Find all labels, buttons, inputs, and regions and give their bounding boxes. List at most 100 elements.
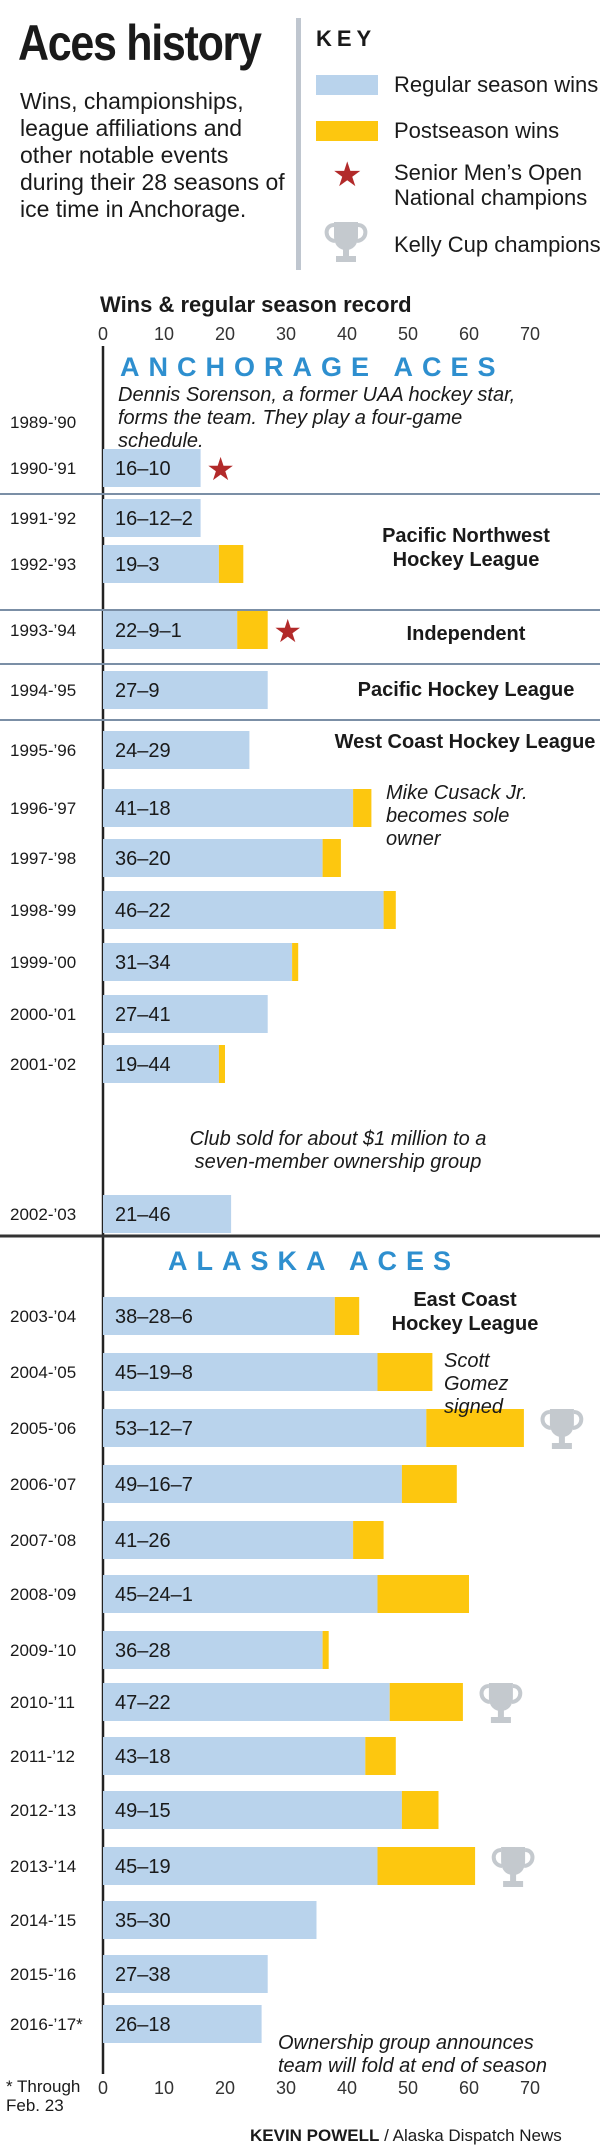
x-tick-label: 50 <box>398 324 418 344</box>
x-tick-label: 50 <box>398 2078 418 2098</box>
key-divider <box>296 18 301 270</box>
note-gomez: Scott Gomez signed <box>444 1350 509 1418</box>
trophy-base <box>551 1443 572 1449</box>
trophy-icon <box>322 220 370 269</box>
season-labels: 1989-’90 1990-’91 1991-’92 1992-’93 1993-’94… <box>10 413 83 2034</box>
regular-bar <box>103 1631 323 1669</box>
trophy-icon <box>479 1683 523 1723</box>
x-tick-label: 70 <box>520 2078 540 2098</box>
season-label: 1994-’95 <box>10 681 76 700</box>
season-label: 2013-’14 <box>10 1857 76 1876</box>
regular-bar <box>103 1353 378 1391</box>
note-sold: Club sold for about $1 million to a seve… <box>189 1128 487 1173</box>
league-pnw: Pacific Northwest Hockey League <box>382 525 550 571</box>
record-label: 24–29 <box>115 740 171 762</box>
footnote: * Through Feb. 23 <box>6 2077 81 2115</box>
x-tick-label: 60 <box>459 2078 479 2098</box>
season-label: 2015-’16 <box>10 1965 76 1984</box>
x-tick-label: 40 <box>337 2078 357 2098</box>
postseason-bar <box>292 943 299 981</box>
x-tick-label: 70 <box>520 324 540 344</box>
regular-bar <box>103 1791 402 1829</box>
season-label: 2003-’04 <box>10 1307 76 1326</box>
x-tick-label: 30 <box>276 324 296 344</box>
trophy-stem <box>497 1710 504 1717</box>
postseason-bar <box>377 1575 469 1613</box>
postseason-bar <box>426 1409 524 1447</box>
league-dividers <box>0 493 600 1238</box>
x-tick-label: 10 <box>154 324 174 344</box>
trophy-handle <box>511 1684 523 1704</box>
record-label: 35–30 <box>115 1910 171 1932</box>
regular-bar <box>103 611 238 649</box>
regular-bar <box>103 839 323 877</box>
season-label: 1999-’00 <box>10 953 76 972</box>
record-label: 36–28 <box>115 1640 171 1662</box>
regular-bar <box>103 1195 232 1233</box>
star-icon: ★ <box>273 613 302 649</box>
note-sorenson: Dennis Sorenson, a former UAA hockey sta… <box>118 384 516 452</box>
trophy-handle <box>523 1848 535 1868</box>
record-label: 47–22 <box>115 1692 171 1714</box>
regular-bar <box>103 671 268 709</box>
record-label: 43–18 <box>115 1746 171 1768</box>
x-tick-label: 20 <box>215 2078 235 2098</box>
season-label: 2010-’11 <box>10 1693 75 1712</box>
season-label: 1989-’90 <box>10 413 76 432</box>
trophy-cup <box>549 1409 574 1437</box>
league-wchl: West Coast Hockey League <box>334 731 596 753</box>
x-tick-label: 0 <box>98 324 108 344</box>
postseason-bar <box>401 1791 439 1829</box>
league-echl: East Coast Hockey League <box>391 1289 539 1335</box>
regular-bar <box>103 943 293 981</box>
regular-bar <box>103 995 268 1033</box>
season-label: 1993-’94 <box>10 621 76 640</box>
season-label: 2008-’09 <box>10 1585 76 1604</box>
postseason-bar <box>353 789 372 827</box>
x-tick-label: 60 <box>459 324 479 344</box>
regular-bar <box>103 1409 427 1447</box>
record-label: 26–18 <box>115 2014 171 2036</box>
season-label: 2006-’07 <box>10 1475 76 1494</box>
subtitle: Wins, championships, league affiliations… <box>20 88 285 222</box>
record-label: 45–24–1 <box>115 1584 193 1606</box>
era-alaska: ALASKA ACES <box>168 1246 461 1276</box>
postseason-bar <box>237 611 268 649</box>
regular-bar <box>103 1465 402 1503</box>
key-kelly-label: Kelly Cup champions <box>394 232 600 257</box>
regular-bar <box>103 789 354 827</box>
regular-bar <box>103 499 201 537</box>
note-fold: Ownership group announces team will fold… <box>278 2032 548 2077</box>
page-title: Aces history <box>18 15 262 71</box>
postseason-bar <box>334 1297 360 1335</box>
postseason-bar <box>218 1045 225 1083</box>
trophy-icon <box>491 1847 535 1887</box>
x-tick-label: 20 <box>215 324 235 344</box>
trophy-handle <box>572 1410 584 1430</box>
record-label: 16–10 <box>115 458 171 480</box>
league-independent: Independent <box>406 623 526 645</box>
x-tick-label: 10 <box>154 2078 174 2098</box>
credit-source: / Alaska Dispatch News <box>379 2126 562 2145</box>
record-label: 38–28–6 <box>115 1306 193 1328</box>
trophy-stem <box>510 1874 517 1881</box>
regular-bar <box>103 891 384 929</box>
season-label: 1998-’99 <box>10 901 76 920</box>
postseason-bar <box>383 891 396 929</box>
season-label: 2011-’12 <box>10 1747 75 1766</box>
record-label: 27–41 <box>115 1004 171 1026</box>
season-label: 2005-’06 <box>10 1419 76 1438</box>
era-anchorage: ANCHORAGE ACES <box>120 352 505 382</box>
postseason-bar <box>401 1465 457 1503</box>
season-label: 2001-’02 <box>10 1055 76 1074</box>
regular-bar <box>103 1955 268 1993</box>
season-label: 2016-’17* <box>10 2015 83 2034</box>
record-label: 45–19–8 <box>115 1362 193 1384</box>
regular-bar <box>103 449 201 487</box>
season-label: 1990-’91 <box>10 459 76 478</box>
trophy-handle <box>540 1410 552 1430</box>
season-label: 2014-’15 <box>10 1911 76 1930</box>
x-tick-label: 40 <box>337 324 357 344</box>
record-label: 45–19 <box>115 1856 171 1878</box>
